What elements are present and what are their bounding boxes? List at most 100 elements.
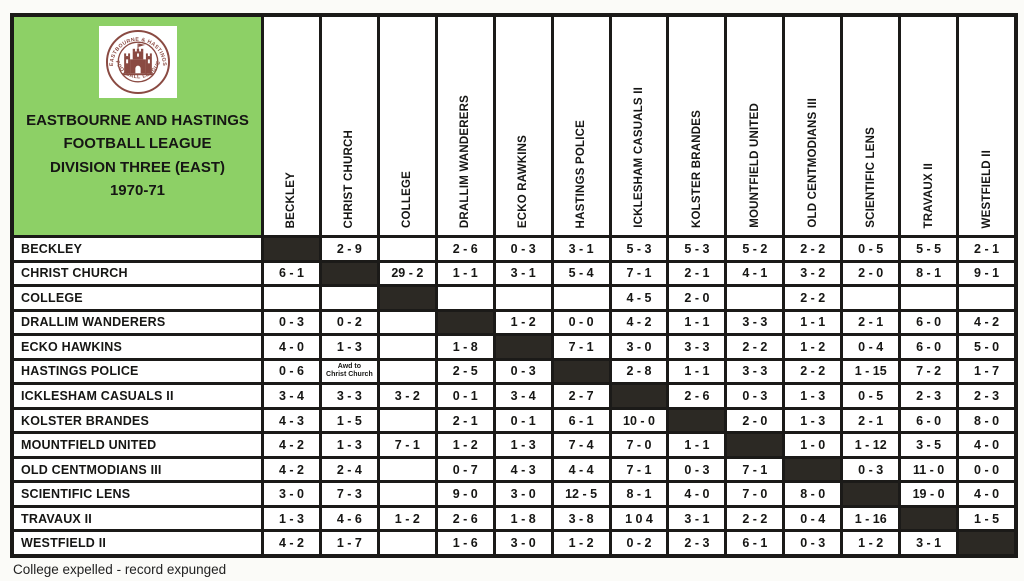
column-header-label: ICKLESHAM CASUALS II xyxy=(632,87,645,228)
score-cell xyxy=(553,287,609,309)
score-cell: 7 - 1 xyxy=(727,458,783,481)
score-cell: 4 - 0 xyxy=(264,336,319,358)
score-cell: 2 - 9 xyxy=(321,238,377,260)
score-cell: 6 - 0 xyxy=(901,311,957,334)
column-header-label: CHRIST CHURCH xyxy=(343,129,356,228)
self-match-cell xyxy=(843,483,899,505)
score-cell: 3 - 0 xyxy=(495,532,551,554)
score-cell: 0 - 3 xyxy=(669,458,725,481)
score-cell: 3 - 1 xyxy=(669,507,725,530)
column-header-christ-church: CHRIST CHURCH xyxy=(321,17,377,235)
score-cell: 0 - 1 xyxy=(495,409,551,432)
score-cell: 3 - 1 xyxy=(495,262,551,285)
score-cell: 2 - 2 xyxy=(727,507,783,530)
league-header-cell: EASTBOURNE & HASTINGS FOOTBALL LEAGUE xyxy=(14,17,261,235)
score-cell: 4 - 5 xyxy=(611,287,667,309)
score-cell: 7 - 4 xyxy=(553,434,609,456)
row-header-hastings-police: HASTINGS POLICE xyxy=(14,360,261,383)
score-cell: 2 - 2 xyxy=(785,238,841,260)
row-header-kolster-brandes: KOLSTER BRANDES xyxy=(14,409,261,432)
self-match-cell xyxy=(727,434,783,456)
score-cell: 1 - 1 xyxy=(669,360,725,383)
score-cell: 0 - 2 xyxy=(321,311,377,334)
score-cell: 11 - 0 xyxy=(901,458,957,481)
score-cell: 3 - 4 xyxy=(495,385,551,407)
score-cell: 4 - 6 xyxy=(321,507,377,530)
score-cell: 0 - 7 xyxy=(437,458,493,481)
score-cell: 1 - 1 xyxy=(785,311,841,334)
score-cell: 10 - 0 xyxy=(611,409,667,432)
score-cell xyxy=(901,287,957,309)
score-cell xyxy=(727,287,783,309)
footnote: College expelled - record expunged xyxy=(13,562,227,577)
score-cell: 2 - 2 xyxy=(785,287,841,309)
row-header-scientific-lens: SCIENTIFIC LENS xyxy=(14,483,261,505)
score-cell: 6 - 0 xyxy=(901,336,957,358)
score-cell: 2 - 1 xyxy=(669,262,725,285)
score-cell: 1 - 2 xyxy=(843,532,899,554)
score-cell: 4 - 3 xyxy=(264,409,319,432)
score-cell: 7 - 1 xyxy=(611,262,667,285)
score-cell: 1 - 16 xyxy=(843,507,899,530)
score-cell: 4 - 0 xyxy=(669,483,725,505)
castle-details xyxy=(125,53,150,74)
score-cell: 5 - 5 xyxy=(901,238,957,260)
column-header-hastings-police: HASTINGS POLICE xyxy=(553,17,609,235)
score-cell: 3 - 4 xyxy=(264,385,319,407)
row-header-christ-church: CHRIST CHURCH xyxy=(14,262,261,285)
score-cell: 4 - 2 xyxy=(264,434,319,456)
league-title-line-2: FOOTBALL LEAGUE xyxy=(63,135,212,153)
score-cell: 1 - 7 xyxy=(321,532,377,554)
score-cell: 3 - 3 xyxy=(321,385,377,407)
score-cell: 2 - 4 xyxy=(321,458,377,481)
score-cell: 2 - 6 xyxy=(437,238,493,260)
score-cell: 1 - 3 xyxy=(785,385,841,407)
score-cell: 3 - 1 xyxy=(901,532,957,554)
score-cell: 7 - 0 xyxy=(727,483,783,505)
league-crest-icon: EASTBOURNE & HASTINGS FOOTBALL LEAGUE xyxy=(105,29,170,95)
score-cell: 6 - 1 xyxy=(553,409,609,432)
score-cell: 1 - 1 xyxy=(437,262,493,285)
column-header-scientific-lens: SCIENTIFIC LENS xyxy=(843,17,899,235)
score-cell: 7 - 2 xyxy=(901,360,957,383)
score-cell xyxy=(843,287,899,309)
score-cell: 1 - 12 xyxy=(843,434,899,456)
score-cell: 29 - 2 xyxy=(379,262,435,285)
score-cell: 0 - 3 xyxy=(727,385,783,407)
row-header-travaux-ii: TRAVAUX II xyxy=(14,507,261,530)
score-cell: 6 - 0 xyxy=(901,409,957,432)
score-cell: 4 - 4 xyxy=(553,458,609,481)
score-cell: 5 - 3 xyxy=(669,238,725,260)
score-cell: 1 - 2 xyxy=(379,507,435,530)
score-cell: 6 - 1 xyxy=(727,532,783,554)
column-header-icklesham-casuals-ii: ICKLESHAM CASUALS II xyxy=(611,17,667,235)
row-header-old-centmodians-iii: OLD CENTMODIANS III xyxy=(14,458,261,481)
column-header-label: OLD CENTMODIANS III xyxy=(806,98,819,228)
score-cell: 3 - 3 xyxy=(727,360,783,383)
score-cell: 7 - 0 xyxy=(611,434,667,456)
column-header-label: BECKLEY xyxy=(285,171,298,228)
score-cell: 4 - 0 xyxy=(959,434,1014,456)
self-match-cell xyxy=(785,458,841,481)
score-cell xyxy=(264,287,319,309)
score-cell: 7 - 1 xyxy=(553,336,609,358)
score-cell xyxy=(379,532,435,554)
column-header-drallim-wanderers: DRALLIM WANDERERS xyxy=(437,17,493,235)
column-header-label: COLLEGE xyxy=(401,171,414,228)
score-cell: 4 - 0 xyxy=(959,483,1014,505)
self-match-cell xyxy=(611,385,667,407)
column-header-ecko-rawkins: ECKO RAWKINS xyxy=(495,17,551,235)
score-cell: 5 - 2 xyxy=(727,238,783,260)
self-match-cell xyxy=(495,336,551,358)
self-match-cell xyxy=(959,532,1014,554)
score-cell: 0 - 0 xyxy=(959,458,1014,481)
score-cell: 3 - 0 xyxy=(495,483,551,505)
score-cell: 3 - 5 xyxy=(901,434,957,456)
score-cell: 0 - 3 xyxy=(495,360,551,383)
score-cell: 2 - 2 xyxy=(727,336,783,358)
column-header-beckley: BECKLEY xyxy=(264,17,319,235)
column-header-college: COLLEGE xyxy=(379,17,435,235)
score-cell: 5 - 0 xyxy=(959,336,1014,358)
score-cell: 5 - 3 xyxy=(611,238,667,260)
